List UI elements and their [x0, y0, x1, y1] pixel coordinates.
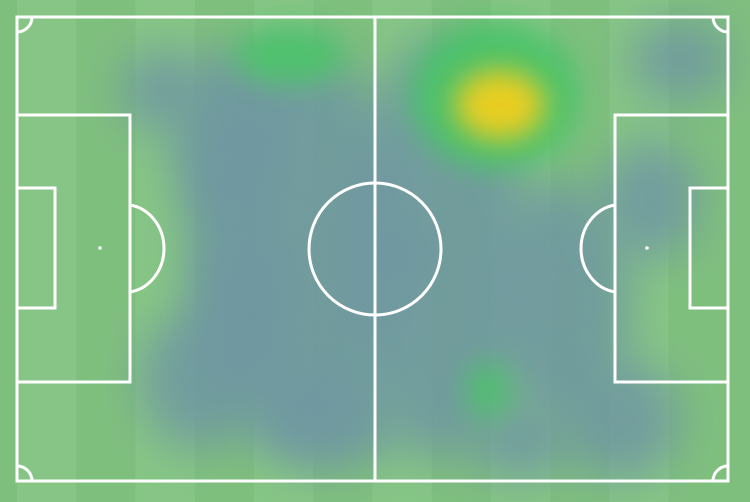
corner-arc-top-right: [711, 16, 729, 34]
heat-blob: [455, 70, 545, 140]
right-goal-box: [688, 186, 730, 310]
right-penalty-arc: [579, 203, 616, 294]
heat-blob: [200, 220, 300, 380]
heat-blob: [600, 140, 700, 260]
heat-blob: [170, 50, 290, 230]
corner-arc-bottom-left: [16, 464, 34, 482]
heat-blob: [235, 25, 345, 85]
heat-blob: [260, 370, 400, 470]
heat-blob: [490, 180, 630, 420]
pitch-spots: [98, 246, 649, 250]
heat-blob: [630, 20, 730, 100]
left-penalty-arc: [129, 203, 166, 294]
center-circle: [307, 181, 443, 317]
grass-stripe: [17, 0, 77, 502]
heat-blob: [560, 360, 680, 480]
heat-blob: [466, 362, 510, 418]
right-penalty-spot: [645, 246, 649, 250]
heat-blob: [380, 230, 430, 280]
left-goal-box: [15, 186, 57, 310]
pitch-markings: [15, 15, 730, 483]
heat-blob: [470, 400, 570, 480]
left-penalty-spot: [98, 246, 102, 250]
corner-arc-top-left: [16, 16, 34, 34]
corner-arc-bottom-right: [711, 464, 729, 482]
heat-blob: [120, 50, 200, 130]
